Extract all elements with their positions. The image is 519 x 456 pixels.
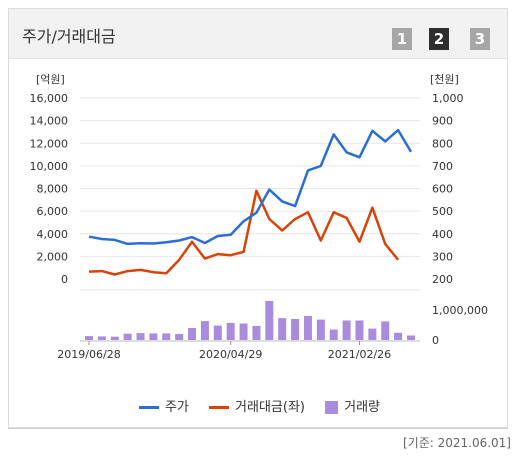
right-tick-label: 900 bbox=[432, 115, 453, 128]
volume-bar bbox=[316, 319, 325, 340]
right-tick-label: 500 bbox=[432, 205, 453, 218]
volume-bar bbox=[136, 333, 145, 340]
volume-bar bbox=[342, 320, 351, 340]
left-tick-label: 16,000 bbox=[30, 92, 69, 105]
volume-tick-label: 0 bbox=[432, 334, 439, 347]
left-tick-label: 12,000 bbox=[30, 137, 69, 150]
volume-bar bbox=[175, 334, 184, 340]
legend-item-trade-value: 거래대금(좌) bbox=[209, 396, 305, 415]
volume-bar bbox=[252, 325, 261, 340]
left-tick-label: 8,000 bbox=[37, 183, 69, 196]
volume-bar bbox=[213, 325, 222, 340]
volume-bar bbox=[239, 323, 248, 340]
tab-2[interactable]: 2 bbox=[429, 28, 449, 50]
volume-bar bbox=[329, 329, 338, 340]
legend-price-swatch bbox=[138, 406, 159, 409]
stock-chart: [억원] [천원] 16,000 1,000 14,000 900 12,000 800 10,… bbox=[30, 72, 488, 361]
volume-bar bbox=[381, 321, 390, 340]
legend-item-volume: 거래량 bbox=[325, 396, 380, 415]
volume-bar bbox=[407, 335, 415, 340]
volume-bar bbox=[368, 328, 377, 340]
volume-bar bbox=[355, 320, 364, 340]
volume-bar bbox=[97, 336, 106, 340]
left-tick-label: 4,000 bbox=[37, 228, 69, 241]
volume-bar bbox=[265, 301, 274, 340]
volume-bar bbox=[291, 319, 300, 340]
volume-bar bbox=[110, 336, 119, 340]
chart-panel: 주가/거래대금 1 2 3 bbox=[8, 8, 508, 428]
base-date: [기준: 2021.06.01] bbox=[402, 436, 511, 450]
footer-divider bbox=[8, 428, 508, 429]
trade-value-line bbox=[88, 189, 400, 276]
volume-tick-label: 1,000,000 bbox=[432, 304, 488, 317]
volume-bar bbox=[188, 328, 197, 340]
left-tick-label: 10,000 bbox=[30, 160, 69, 173]
legend-trade-value-swatch bbox=[209, 406, 230, 409]
right-tick-label: 800 bbox=[432, 137, 453, 150]
volume-bar bbox=[149, 333, 158, 340]
left-tick-label: 6,000 bbox=[37, 205, 69, 218]
right-tick-label: 200 bbox=[432, 273, 453, 286]
tab-1[interactable]: 1 bbox=[392, 28, 412, 50]
right-tick-label: 600 bbox=[432, 183, 453, 196]
x-tick-label: 2020/04/29 bbox=[199, 348, 262, 361]
volume-bar bbox=[123, 333, 132, 340]
price-line bbox=[88, 128, 413, 246]
volume-bar bbox=[162, 333, 171, 340]
right-tick-label: 300 bbox=[432, 250, 453, 263]
right-tick-label: 700 bbox=[432, 160, 453, 173]
left-tick-label: 14,000 bbox=[30, 115, 69, 128]
left-tick-label: 0 bbox=[61, 273, 68, 286]
volume-bar bbox=[200, 321, 209, 340]
right-tick-label: 1,000 bbox=[432, 92, 464, 105]
legend-price-label: 주가 bbox=[164, 400, 189, 415]
tab-3[interactable]: 3 bbox=[470, 28, 490, 50]
legend-volume-label: 거래량 bbox=[344, 400, 381, 415]
right-axis-unit-label: [천원] bbox=[430, 72, 459, 86]
legend-item-price: 주가 bbox=[138, 396, 189, 415]
left-tick-label: 2,000 bbox=[37, 250, 69, 263]
volume-bar bbox=[226, 322, 235, 340]
chart-legend: 주가 거래대금(좌) 거래량 bbox=[0, 396, 519, 415]
left-axis-unit-label: [억원] bbox=[36, 73, 65, 86]
volume-bar bbox=[85, 336, 93, 340]
chart-header: 주가/거래대금 1 2 3 bbox=[9, 9, 507, 59]
chart-title: 주가/거래대금 bbox=[22, 27, 116, 46]
legend-trade-value-label: 거래대금(좌) bbox=[235, 400, 305, 415]
right-tick-label: 400 bbox=[432, 228, 453, 241]
x-tick-label: 2021/02/26 bbox=[328, 348, 391, 361]
legend-volume-swatch bbox=[325, 401, 339, 414]
volume-bar bbox=[278, 318, 287, 340]
volume-bar bbox=[394, 332, 403, 340]
volume-bar bbox=[303, 316, 312, 340]
x-tick-label: 2019/06/28 bbox=[57, 348, 120, 361]
